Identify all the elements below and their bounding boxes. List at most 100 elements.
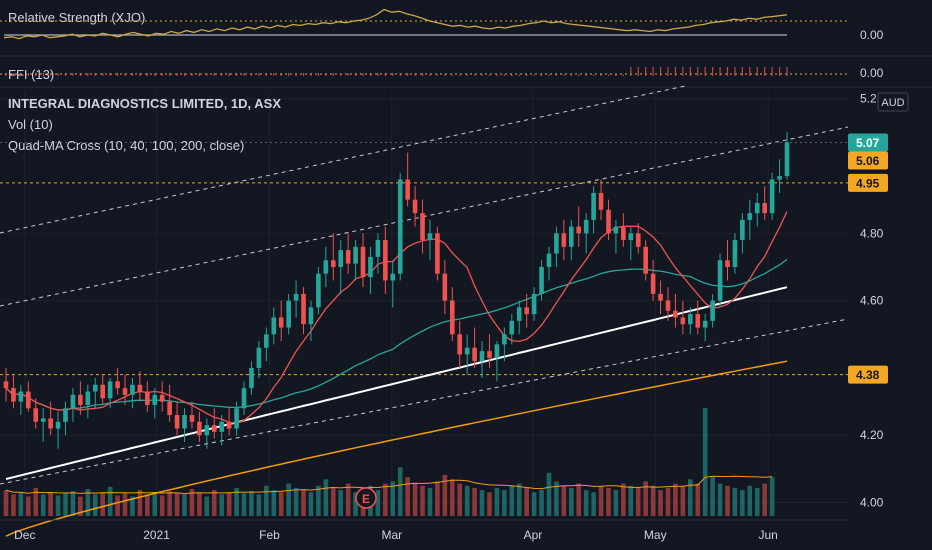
ffi-bar bbox=[488, 74, 491, 76]
volume-bar bbox=[278, 492, 284, 516]
candle-body bbox=[353, 246, 358, 264]
candle bbox=[606, 199, 611, 241]
volume-bar bbox=[40, 494, 46, 516]
candle-body bbox=[323, 260, 329, 274]
price-pane[interactable]: E INTEGRAL DIAGNOSTICS LIMITED, 1D, ASX … bbox=[0, 85, 849, 537]
ffi-bar bbox=[79, 73, 81, 76]
candle bbox=[502, 327, 507, 362]
ma-200-line bbox=[5, 360, 788, 537]
time-axis-tick: Mar bbox=[381, 528, 402, 542]
candle-body bbox=[397, 179, 403, 274]
ffi-bar bbox=[288, 73, 290, 76]
volume-bar bbox=[78, 496, 83, 516]
candle-body bbox=[769, 179, 775, 214]
price-axis[interactable]: 5.2 4.80 4.60 4.20 4.00 bbox=[860, 92, 884, 510]
ffi-bar bbox=[511, 74, 513, 76]
time-axis-tick: Feb bbox=[259, 528, 280, 542]
ffi-pane[interactable]: FFI (13) 0.00 bbox=[0, 66, 884, 82]
candle-body bbox=[182, 415, 187, 429]
ffi-bar bbox=[42, 73, 44, 76]
candle bbox=[211, 408, 217, 439]
volume-bar bbox=[286, 483, 291, 516]
volume-bar bbox=[628, 485, 634, 516]
candle-body bbox=[249, 367, 254, 389]
ffi-bar bbox=[444, 74, 446, 76]
price-tag-label: 4.38 bbox=[856, 368, 880, 382]
candle bbox=[524, 293, 529, 328]
candle bbox=[271, 307, 277, 345]
candle-body bbox=[219, 421, 225, 432]
candle-body bbox=[189, 415, 195, 422]
volume-bar bbox=[673, 483, 678, 516]
earnings-marker[interactable]: E bbox=[355, 487, 377, 509]
price-tag: 4.38 bbox=[848, 365, 888, 384]
ffi-bar bbox=[124, 73, 126, 76]
volume-bar bbox=[330, 487, 336, 516]
volume-bar bbox=[561, 485, 567, 516]
ffi-bar bbox=[518, 74, 520, 76]
volume-bar bbox=[159, 495, 165, 516]
candle-body bbox=[137, 384, 143, 392]
candle bbox=[680, 300, 686, 335]
candle-body bbox=[539, 266, 544, 294]
candle-body bbox=[665, 300, 671, 311]
candle bbox=[338, 240, 344, 294]
volume-bar bbox=[353, 492, 358, 516]
candle bbox=[182, 408, 187, 442]
candle bbox=[249, 361, 254, 395]
ffi-bar bbox=[474, 74, 476, 76]
candle-body bbox=[747, 213, 753, 220]
volume-bar bbox=[509, 485, 515, 516]
time-axis-tick: Jun bbox=[759, 528, 778, 542]
ffi-bar bbox=[87, 73, 89, 76]
candle-body bbox=[390, 273, 396, 281]
candle-body bbox=[271, 317, 277, 335]
candle bbox=[583, 213, 589, 254]
candle bbox=[539, 260, 544, 301]
candle bbox=[330, 233, 336, 281]
volume-bar bbox=[769, 477, 775, 516]
candle-body bbox=[264, 334, 269, 348]
candle-body bbox=[234, 408, 239, 429]
volume-bar bbox=[732, 487, 738, 516]
relative-strength-pane[interactable]: Relative Strength (XJO) 0.00 bbox=[0, 8, 884, 43]
candle-body bbox=[613, 226, 619, 234]
volume-bar bbox=[174, 493, 180, 516]
time-axis[interactable]: Dec 2021 Feb Mar Apr May Jun bbox=[14, 528, 778, 542]
candle bbox=[687, 307, 693, 335]
candle bbox=[658, 280, 663, 315]
volume-legend-label: Vol (10) bbox=[8, 117, 53, 132]
candle-body bbox=[78, 394, 83, 405]
volume-bar bbox=[643, 481, 648, 516]
ffi-bar bbox=[317, 73, 319, 76]
candle-body bbox=[710, 300, 715, 321]
candle bbox=[204, 418, 210, 449]
ffi-bar bbox=[786, 67, 788, 76]
volume-bar bbox=[702, 408, 708, 516]
candle-body bbox=[3, 381, 9, 389]
earnings-marker-label: E bbox=[362, 492, 370, 506]
candle-body bbox=[583, 219, 589, 234]
volume-bar bbox=[435, 481, 440, 516]
volume-bar bbox=[583, 490, 589, 516]
volume-bar bbox=[725, 485, 730, 516]
candle bbox=[732, 233, 738, 274]
candle-body bbox=[628, 233, 634, 241]
ffi-bar bbox=[593, 74, 595, 76]
volume-bar bbox=[234, 487, 239, 516]
candle bbox=[241, 381, 247, 416]
candle bbox=[145, 381, 150, 412]
candle bbox=[122, 374, 128, 405]
ffi-bar bbox=[674, 67, 677, 76]
volume-bar bbox=[383, 483, 388, 516]
candle bbox=[665, 287, 671, 321]
ffi-bar bbox=[169, 73, 171, 76]
volume-bar bbox=[717, 483, 723, 516]
candle bbox=[301, 287, 306, 335]
candle-body bbox=[256, 347, 262, 368]
candle-body bbox=[197, 421, 202, 436]
earnings-marker-circle[interactable] bbox=[355, 487, 377, 509]
volume-bar bbox=[70, 491, 76, 516]
candle-body bbox=[167, 401, 172, 416]
